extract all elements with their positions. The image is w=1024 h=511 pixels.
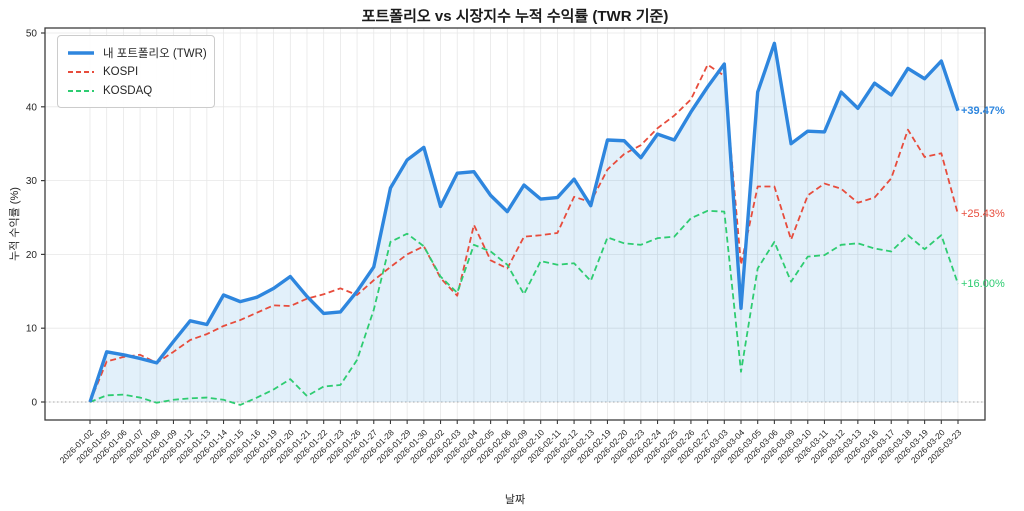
kospi-line-swatch	[68, 70, 94, 73]
plot-border	[44, 27, 986, 421]
legend-label-portfolio: 내 포트폴리오 (TWR)	[103, 47, 207, 60]
portfolio-area-fill	[90, 43, 958, 402]
kosdaq-end-value-label: +16.00%	[961, 277, 1005, 290]
legend-item-portfolio: 내 포트폴리오 (TWR)	[67, 43, 207, 62]
kospi-line	[89, 63, 959, 403]
legend-item-kosdaq: KOSDAQ	[67, 81, 204, 100]
y-tick-label: 30	[26, 176, 38, 187]
legend-label-kosdaq: KOSDAQ	[103, 84, 153, 97]
y-tick-label: 20	[26, 250, 38, 261]
portfolio-line-swatch	[68, 50, 94, 55]
y-tick-label: 40	[26, 102, 38, 113]
kosdaq-line-swatch	[68, 89, 94, 92]
chart-title: 포트폴리오 vs 시장지수 누적 수익률 (TWR 기준)	[361, 8, 669, 25]
kospi-end-value-label: +25.43%	[961, 208, 1005, 221]
portfolio-line	[88, 41, 960, 403]
y-tick-label: 10	[26, 324, 38, 335]
portfolio-end-value-label: +39.47%	[961, 104, 1005, 117]
y-tick-label: 0	[31, 398, 37, 409]
x-axis-label: 날짜	[504, 494, 526, 506]
legend: 내 포트폴리오 (TWR) KOSPI KOSDAQ	[57, 35, 215, 108]
legend-label-kospi: KOSPI	[103, 65, 139, 78]
y-axis-label: 누적 수익률 (%)	[9, 187, 21, 261]
kosdaq-line	[89, 209, 959, 406]
legend-item-kospi: KOSPI	[67, 62, 204, 81]
y-tick-label: 50	[26, 29, 38, 40]
